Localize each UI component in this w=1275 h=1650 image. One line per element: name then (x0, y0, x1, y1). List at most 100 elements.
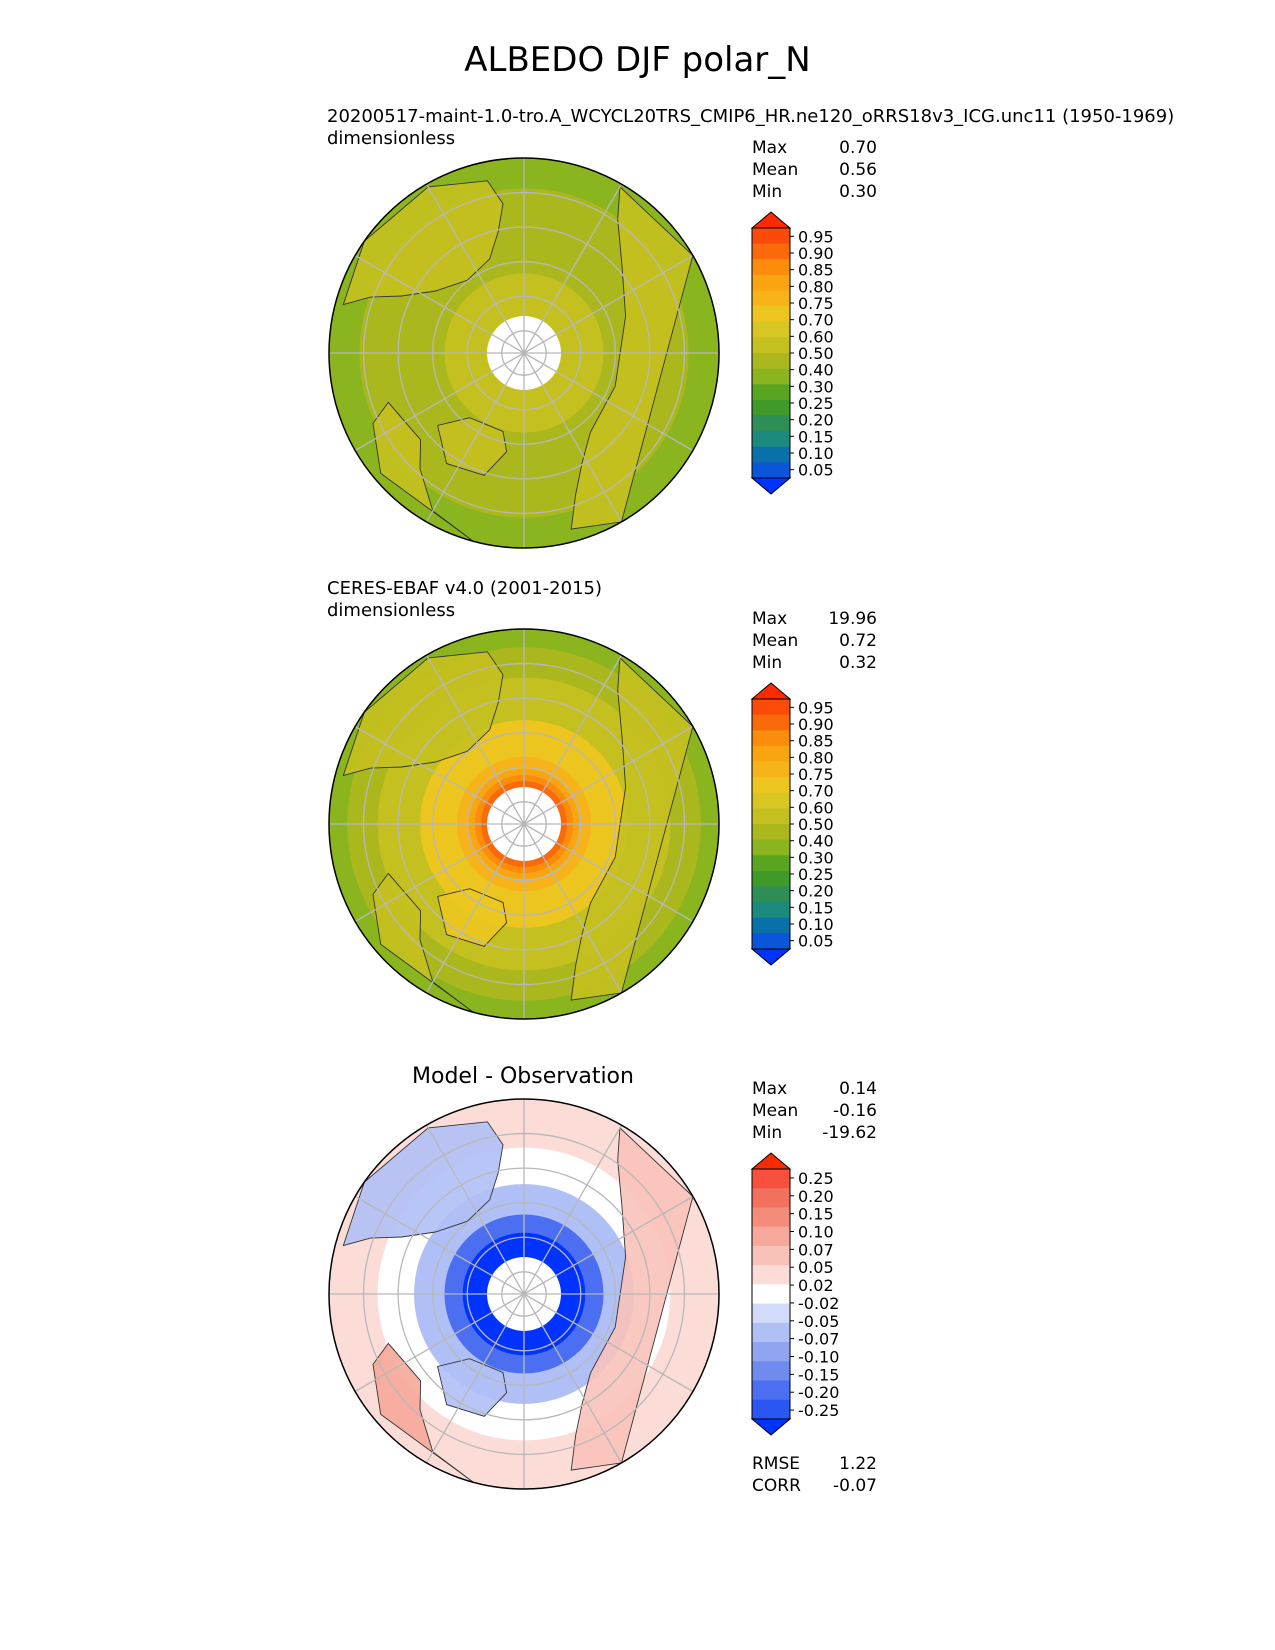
colorbar-tick-label: -0.02 (798, 1294, 839, 1313)
land-field (343, 651, 503, 776)
colorbar-segment (752, 415, 790, 432)
colorbar-tick-label: 0.20 (798, 411, 834, 430)
stat-mean-value: -0.16 (833, 1101, 877, 1121)
colorbar-segment (752, 699, 790, 716)
land-field (343, 1121, 503, 1246)
colorbar-tick-label: 0.10 (798, 915, 834, 934)
panel-obs-colorbar: 0.950.900.850.800.750.700.600.500.400.30… (750, 682, 834, 966)
colorbar-segment (752, 808, 790, 825)
colorbar-segment (752, 431, 790, 448)
meridian-line (354, 1293, 525, 1393)
map-border (328, 1098, 720, 1490)
colorbar-segment (752, 917, 790, 934)
colorbar-tick-label: 0.10 (798, 444, 834, 463)
land-field (373, 402, 474, 542)
coastline (570, 185, 694, 530)
colorbar-tick-label: 0.07 (798, 1240, 834, 1259)
colorbar-segment (752, 1245, 790, 1266)
coastline (570, 1126, 694, 1471)
colorbar-tick-label: 0.60 (798, 327, 834, 346)
panel-model-title: 20200517-maint-1.0-tro.A_WCYCL20TRS_CMIP… (327, 106, 1175, 127)
colorbar-frame (751, 1168, 791, 1420)
stat-max-label: Max (752, 609, 788, 629)
colorbar-segment (752, 290, 790, 307)
panel-diff-metrics: RMSE 1.22 CORR -0.07 (752, 1453, 877, 1497)
colorbar-segment (752, 1361, 790, 1382)
colorbar-tick-label: 0.10 (798, 1223, 834, 1242)
colorbar-extend-max (750, 682, 792, 700)
meridian-line (523, 654, 623, 825)
rmse-label: RMSE (752, 1454, 801, 1474)
colorbar-segment (752, 399, 790, 416)
meridian-line (425, 352, 525, 523)
meridian-line (523, 725, 694, 825)
colorbar-tick-label: -0.10 (798, 1348, 839, 1367)
colorbar-tick-label: 0.70 (798, 311, 834, 330)
colorbar-segment (752, 933, 790, 950)
stat-min-value: -19.62 (822, 1123, 877, 1143)
colorbar-segment (752, 1188, 790, 1208)
meridian-line (523, 183, 623, 354)
colorbar-tick-label: 0.25 (798, 394, 834, 413)
stat-mean-label: Mean (752, 631, 799, 651)
meridian-line (523, 352, 623, 523)
stat-max-label: Max (752, 1079, 788, 1099)
colorbar-segment (752, 321, 790, 338)
colorbar-segment (752, 1284, 790, 1305)
colorbar-tick-label: 0.40 (798, 361, 834, 380)
colorbar-tick-label: 0.75 (798, 765, 834, 784)
colorbar-segment (752, 337, 790, 354)
colorbar-tick-label: 0.80 (798, 748, 834, 767)
colorbar-tick-label: 0.40 (798, 832, 834, 851)
colorbar-segment (752, 1380, 790, 1401)
colorbar-tick-label: 0.95 (798, 698, 834, 717)
land-field (373, 1343, 474, 1483)
colorbar-extend-min (750, 477, 792, 495)
colorbar-segment (752, 462, 790, 479)
colorbar-tick-label: 0.05 (798, 1258, 834, 1277)
colorbar-tick-label: 0.20 (798, 882, 834, 901)
colorbar-tick-label: -0.15 (798, 1365, 839, 1384)
stat-mean-value: 0.56 (839, 160, 877, 180)
stat-mean-label: Mean (752, 160, 799, 180)
figure-title: ALBEDO DJF polar_N (464, 40, 811, 80)
colorbar-tick-label: 0.85 (798, 261, 834, 280)
colorbar-segment (752, 886, 790, 903)
stat-mean-value: 0.72 (839, 631, 877, 651)
colorbar-tick-label: 0.15 (798, 427, 834, 446)
colorbar-segment (752, 1342, 790, 1362)
map-border (328, 628, 720, 1020)
meridian-line (354, 352, 525, 452)
stat-max-value: 0.14 (839, 1079, 877, 1099)
colorbar-segment (752, 1207, 790, 1228)
colorbar-segment (752, 274, 790, 291)
colorbar-tick-label: 0.05 (798, 461, 834, 480)
colorbar-tick-label: -0.20 (798, 1383, 839, 1402)
colorbar-segment (752, 1399, 790, 1420)
panel-obs-stats: Max 19.96 Mean 0.72 Min 0.32 (752, 608, 877, 674)
meridian-line (425, 654, 525, 825)
colorbar-segment (752, 1226, 790, 1247)
stat-min-label: Min (752, 653, 783, 673)
meridian-line (523, 823, 623, 994)
panel-model-units: dimensionless (327, 128, 456, 149)
panel-diff-map (328, 1098, 720, 1490)
colorbar-segment (752, 368, 790, 385)
meridian-line (425, 183, 525, 354)
colorbar-segment (752, 745, 790, 762)
meridian-line (425, 1124, 525, 1295)
coastline (342, 180, 504, 306)
colorbar-segment (752, 1169, 790, 1189)
colorbar-extend-max (750, 211, 792, 229)
coastline (372, 872, 474, 1013)
panel-diff-stats: Max 0.14 Mean -0.16 Min -19.62 (752, 1078, 877, 1144)
colorbar-segment (752, 306, 790, 323)
coastline (437, 417, 508, 476)
colorbar-tick-label: 0.30 (798, 848, 834, 867)
meridian-line (523, 823, 694, 923)
colorbar-tick-label: 0.85 (798, 732, 834, 751)
panel-obs-units: dimensionless (327, 600, 456, 621)
colorbar-tick-label: 0.25 (798, 865, 834, 884)
land-field (373, 873, 474, 1013)
meridian-line (354, 254, 525, 354)
